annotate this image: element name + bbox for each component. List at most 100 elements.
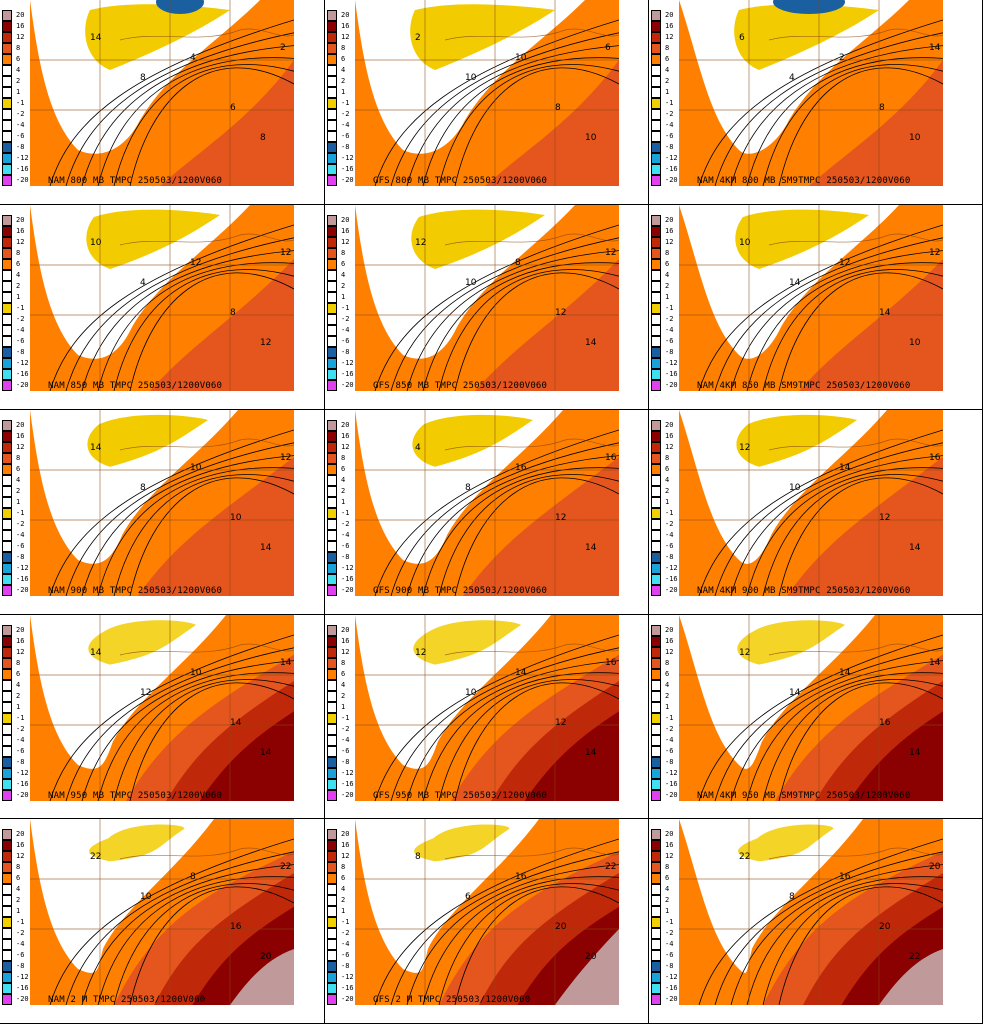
contour-value-label: 20 <box>929 862 941 872</box>
isotherm-line <box>438 474 619 596</box>
legend-swatch <box>2 215 12 226</box>
legend-swatch <box>651 164 661 175</box>
legend-label: -6 <box>665 542 674 550</box>
panel-caption: GFS 800 MB TMPC 250503/1200V060 <box>373 176 548 186</box>
legend-swatch <box>327 873 337 884</box>
legend-swatch <box>651 431 661 442</box>
legend-swatch <box>327 519 337 530</box>
contour-value-label: 16 <box>879 718 891 728</box>
map-panel: 20 16 12 8 6 4 2 1 -1 -2 -4 -6 -8 -12 -16 -20 12 10 8 12 14 1… <box>325 205 649 410</box>
legend-swatch <box>2 87 12 98</box>
contour-value-label: 14 <box>929 658 941 668</box>
legend-swatch <box>327 983 337 994</box>
legend-label: 4 <box>16 885 21 893</box>
cool-air-region <box>679 615 875 769</box>
legend-swatch <box>651 464 661 475</box>
isotherm-line <box>129 272 294 391</box>
legend-swatch <box>651 10 661 21</box>
contour-value-label: 12 <box>879 513 890 523</box>
legend-swatch <box>651 585 661 596</box>
state-border <box>768 847 943 860</box>
legend-swatch <box>651 21 661 32</box>
legend-label: -16 <box>16 165 29 173</box>
contour-value-label: 14 <box>879 308 891 318</box>
legend-label: -12 <box>16 154 29 162</box>
isotherm-line <box>438 64 619 186</box>
cold-pool <box>156 0 204 14</box>
map-panel: 20 16 12 8 6 4 2 1 -1 -2 -4 -6 -8 -12 -16 -20 12 10 14 12 14… <box>325 615 649 819</box>
legend-swatch <box>2 153 12 164</box>
legend-label: 4 <box>16 476 21 484</box>
legend-label: 1 <box>16 498 21 506</box>
legend-label: 1 <box>665 498 670 506</box>
cool-air-region <box>355 410 563 564</box>
legend-swatch <box>327 420 337 431</box>
panel-caption: NAM 900 MB TMPC 250503/1200V060 <box>48 586 223 596</box>
isotherm-line <box>762 679 943 801</box>
legend-label: 16 <box>665 22 674 30</box>
legend-swatch <box>2 735 12 746</box>
legend-swatch <box>651 248 661 259</box>
isotherm-line <box>698 429 943 596</box>
isotherm-line <box>762 883 943 1005</box>
legend-label: -20 <box>16 586 29 594</box>
legend-swatch <box>651 895 661 906</box>
contour-value-label: 10 <box>739 238 751 248</box>
legend-label: 4 <box>665 681 670 689</box>
contour-value-label: 20 <box>879 922 891 932</box>
legend-label: 2 <box>341 692 346 700</box>
legend-label: -6 <box>16 747 25 755</box>
legend-swatch <box>327 669 337 680</box>
isotherm-line <box>454 886 619 1005</box>
warm-band <box>150 259 294 391</box>
map-panel: 20 16 12 8 6 4 2 1 -1 -2 -4 -6 -8 -12 -16 -20 2 10 10 8 10 6 G… <box>325 0 649 205</box>
isotherm-line <box>778 886 943 1005</box>
legend-label: 2 <box>341 487 346 495</box>
legend-label: 4 <box>16 681 21 689</box>
legend-label: 4 <box>665 66 670 74</box>
near-freezing-region <box>413 620 521 665</box>
isotherm-line <box>746 262 943 391</box>
map-panel: 20 16 12 8 6 4 2 1 -1 -2 -4 -6 -8 -12 -16 -20 14 8 10 10 14 1… <box>0 410 325 615</box>
temperature-map: 2 10 10 8 10 6 <box>355 0 619 186</box>
isotherm-line <box>113 679 294 801</box>
warm-band <box>799 259 943 391</box>
extreme-heat-area <box>879 949 943 1005</box>
contour-value-label: 12 <box>190 258 201 268</box>
contour-value-label: 6 <box>605 43 611 53</box>
state-border <box>119 233 294 246</box>
legend-label: 16 <box>16 432 25 440</box>
legend-label: 20 <box>16 830 25 838</box>
legend-label: -16 <box>16 575 29 583</box>
isotherm-line <box>714 237 943 391</box>
contour-value-label: 10 <box>585 133 597 143</box>
legend-label: -20 <box>16 176 29 184</box>
legend-swatch <box>651 873 661 884</box>
legend-swatch <box>2 164 12 175</box>
legend-swatch <box>651 724 661 735</box>
map-panel: 20 16 12 8 6 4 2 1 -1 -2 -4 -6 -8 -12 -16 -20 8 6 16 20 20 22… <box>325 819 649 1024</box>
legend-label: 8 <box>341 454 346 462</box>
panel-caption: GFS 2 M TMPC 250503/1200V060 <box>373 995 531 1005</box>
legend-label: -16 <box>341 165 354 173</box>
legend-label: 4 <box>341 66 346 74</box>
panel-caption: NAM 4KM 850 MB SM9TMPC 250503/1200V060 <box>697 381 911 391</box>
legend-label: 1 <box>341 293 346 301</box>
state-border <box>119 643 294 656</box>
legend-swatch <box>651 142 661 153</box>
legend-swatch <box>651 486 661 497</box>
legend-label: -16 <box>665 780 678 788</box>
legend-swatch <box>327 303 337 314</box>
near-freezing-region <box>736 414 857 467</box>
legend-swatch <box>651 98 661 109</box>
legend-label: 6 <box>341 670 346 678</box>
contour-value-label: 10 <box>190 463 202 473</box>
legend-swatch <box>2 109 12 120</box>
legend-label: -8 <box>665 758 674 766</box>
legend-label: -4 <box>341 326 350 334</box>
isotherm-line <box>714 442 943 596</box>
legend-swatch <box>651 939 661 950</box>
contour-value-label: 14 <box>90 33 102 43</box>
contour-value-label: 12 <box>415 238 426 248</box>
legend-swatch <box>651 76 661 87</box>
